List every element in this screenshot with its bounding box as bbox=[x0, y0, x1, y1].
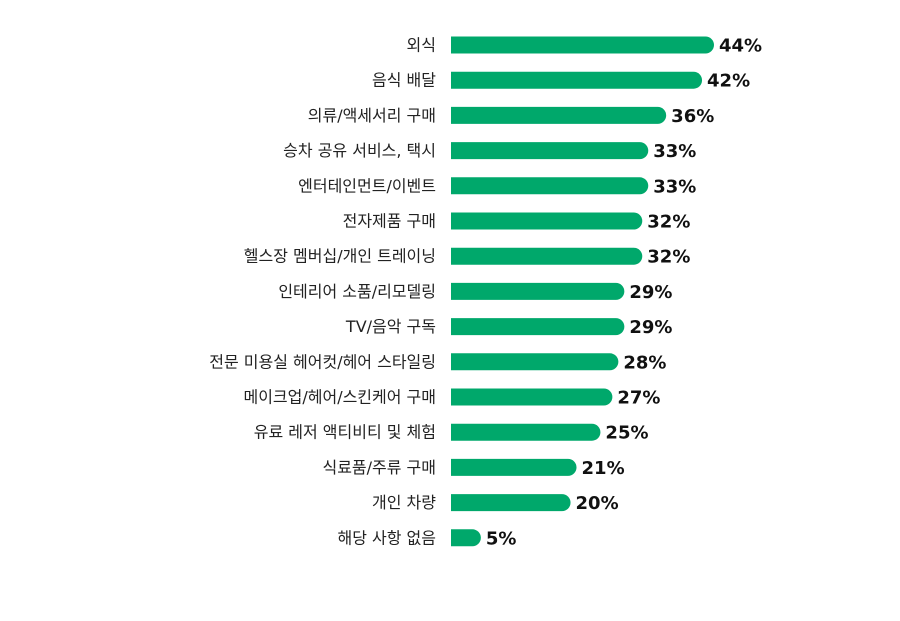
category-label: 해당 사항 없음 bbox=[338, 528, 437, 547]
bar-15 bbox=[451, 529, 481, 547]
value-label: 42% bbox=[707, 71, 750, 92]
bar-3 bbox=[451, 106, 667, 124]
bar-4 bbox=[451, 142, 649, 160]
value-label: 29% bbox=[629, 317, 672, 338]
value-labels: 44% 42% 36% 33% 33% 32% 32% 29% 29% 28% 27% 25% 21% 2… bbox=[486, 36, 762, 550]
value-label: 21% bbox=[582, 458, 625, 479]
value-label: 5% bbox=[486, 528, 517, 549]
category-label: 전문 미용실 헤어컷/헤어 스타일링 bbox=[209, 352, 436, 371]
category-label: 승차 공유 서비스, 택시 bbox=[283, 141, 436, 160]
value-label: 32% bbox=[647, 212, 690, 233]
value-label: 32% bbox=[647, 247, 690, 268]
value-label: 25% bbox=[605, 423, 648, 444]
value-label: 29% bbox=[629, 282, 672, 303]
bar-5 bbox=[451, 177, 649, 195]
value-label: 33% bbox=[653, 176, 696, 197]
bar-7 bbox=[451, 247, 643, 265]
category-label: 헬스장 멤버십/개인 트레이닝 bbox=[244, 247, 436, 266]
bar-13 bbox=[451, 458, 577, 476]
bar-1 bbox=[451, 36, 714, 54]
bar-9 bbox=[451, 318, 625, 336]
value-label: 27% bbox=[617, 388, 660, 409]
bar-11 bbox=[451, 388, 613, 406]
bar-12 bbox=[451, 423, 601, 441]
value-label: 44% bbox=[719, 36, 762, 57]
category-label: 전자제품 구매 bbox=[343, 212, 436, 231]
value-label: 36% bbox=[671, 106, 714, 127]
bars bbox=[451, 36, 714, 547]
bar-2 bbox=[451, 71, 703, 89]
category-label: 식료품/주류 구매 bbox=[322, 458, 436, 477]
bar-10 bbox=[451, 353, 619, 371]
category-label: 의류/액세서리 구매 bbox=[308, 106, 436, 125]
value-label: 28% bbox=[623, 352, 666, 373]
category-label: 음식 배달 bbox=[372, 71, 436, 90]
value-label: 33% bbox=[653, 141, 696, 162]
value-label: 20% bbox=[576, 493, 619, 514]
bar-6 bbox=[451, 212, 643, 230]
category-label: 메이크업/헤어/스킨케어 구매 bbox=[243, 388, 436, 407]
category-label: TV/음악 구독 bbox=[345, 317, 436, 336]
category-label: 인테리어 소품/리모델링 bbox=[278, 282, 436, 301]
category-label: 개인 차량 bbox=[372, 493, 436, 512]
category-label: 엔터테인먼트/이벤트 bbox=[298, 176, 436, 195]
bar-8 bbox=[451, 282, 625, 300]
category-label: 외식 bbox=[407, 36, 436, 55]
category-label: 유료 레저 액티비티 및 체험 bbox=[254, 423, 436, 442]
bar-14 bbox=[451, 494, 571, 512]
